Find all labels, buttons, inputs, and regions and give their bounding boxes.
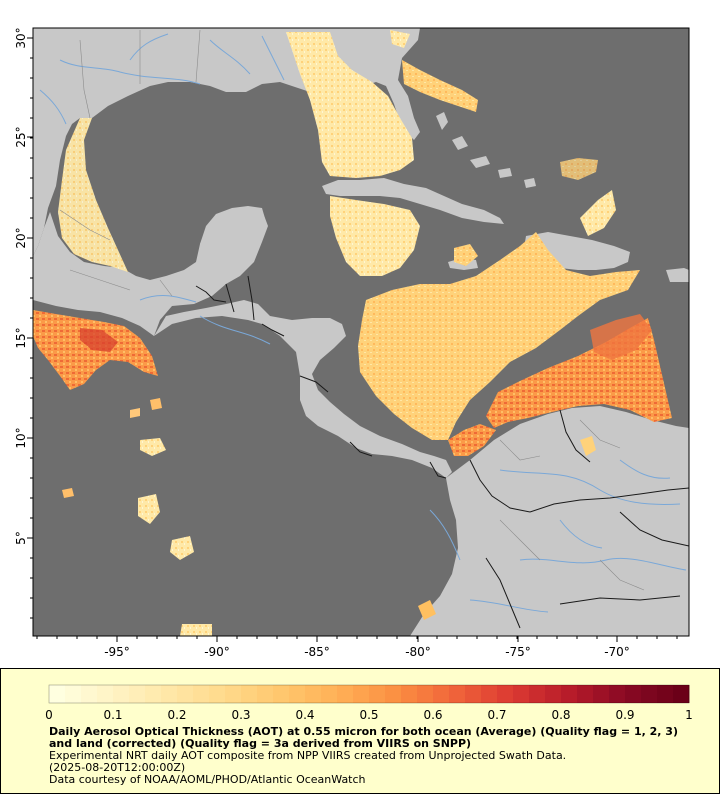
colorbar-cell [481,685,498,703]
colorbar-label-0-3: 0.3 [231,708,250,722]
map-svg: -95° -90° -85° -80° -75° -70° 30° 25° 20… [14,27,690,659]
colorbar-cell [305,685,322,703]
y-tick-label-30: 30° [14,27,28,48]
colorbar-cell [273,685,290,703]
colorbar-label-0-7: 0.7 [487,708,506,722]
legend-panel: 0 0.1 0.2 0.3 0.4 0.5 0.6 0.7 0.8 0.9 1 … [0,668,720,794]
colorbar-cell [545,685,562,703]
colorbar-cell [209,685,226,703]
colorbar-cell [129,685,146,703]
caption: Daily Aerosol Optical Thickness (AOT) at… [49,726,689,786]
colorbar-cell [145,685,162,703]
x-tick-label-90: -90° [204,645,230,659]
x-tick-label-70: -70° [604,645,630,659]
colorbar-cell [593,685,610,703]
colorbar-frame [48,684,690,704]
colorbar-cell [225,685,242,703]
colorbar-cell [321,685,338,703]
aot-swath-gulf-east [286,32,414,178]
plot-frame [32,27,690,637]
colorbar-svg: 0 0.1 0.2 0.3 0.4 0.5 0.6 0.7 0.8 0.9 1 [45,684,693,722]
y-tick-label-15: 15° [14,327,28,348]
colorbar-cell [65,685,82,703]
colorbar-cell [257,685,274,703]
colorbar-cell [385,685,402,703]
colorbar-label-0-9: 0.9 [615,708,634,722]
states-layer [59,29,645,591]
colorbar-cell [113,685,130,703]
colorbar-cell [337,685,354,703]
x-tick-label-80: -80° [405,645,431,659]
x-tick-label-85: -85° [304,645,330,659]
colorbar-cell [433,685,450,703]
colorbar-cell [369,685,386,703]
colorbar-cell [353,685,370,703]
aot-swath-atlantic [402,60,478,112]
colorbar-label-0-8: 0.8 [551,708,570,722]
aot-swath-central-caribbean [358,232,640,440]
map-frame: -95° -90° -85° -80° -75° -70° 30° 25° 20… [14,27,690,659]
colorbar-cell [657,685,674,703]
colorbar-cell [49,685,66,703]
x-tick-marks [36,636,678,642]
colorbar-cell [529,685,546,703]
colorbar-cell [513,685,530,703]
colorbar-cell [401,685,418,703]
aot-swath-cuba-south [330,196,420,276]
colorbar-label-0-5: 0.5 [359,708,378,722]
y-tick-label-20: 20° [14,227,28,248]
colorbar-cell [289,685,306,703]
colorbar-cell [449,685,466,703]
colorbar-label-1: 1 [685,708,693,722]
x-tick-label-75: -75° [505,645,531,659]
colorbar-cell [81,685,98,703]
x-tick-label-95: -95° [104,645,130,659]
colorbar-cell [497,685,514,703]
borders-layer [195,275,690,629]
colorbar-label-0-6: 0.6 [423,708,442,722]
aot-swath-gulf-west [58,118,128,272]
colorbar-label-0-1: 0.1 [103,708,122,722]
rivers-layer [39,33,687,613]
colorbar-label-0-2: 0.2 [167,708,186,722]
y-tick-label-5: 5° [14,531,28,545]
colorbar-cell [625,685,642,703]
colorbar-cell [609,685,626,703]
colorbar-label-0: 0 [45,708,53,722]
colorbar-cell [561,685,578,703]
colorbar-cell [241,685,258,703]
colorbar-cell [641,685,658,703]
aot-data-layer [33,30,672,636]
colorbar-label-0-4: 0.4 [295,708,314,722]
colorbar-cell [465,685,482,703]
colorbar-cell [161,685,178,703]
colorbar-cell [577,685,594,703]
legend-date-line: (2025-08-20T12:00:00Z) [49,761,186,774]
y-tick-label-25: 25° [14,126,28,147]
legend-credit-line: Data courtesy of NOAA/AOML/PHOD/Atlantic… [49,773,366,786]
colorbar-cell [177,685,194,703]
colorbar-cell [673,685,690,703]
y-tick-label-10: 10° [14,427,28,448]
colorbar [49,685,690,703]
colorbar-cell [417,685,434,703]
colorbar-cell [193,685,210,703]
y-tick-marks [27,37,33,619]
colorbar-cell [97,685,114,703]
legend-source-line: Experimental NRT daily AOT composite fro… [49,749,567,762]
legend-title: Daily Aerosol Optical Thickness (AOT) at… [49,725,678,750]
